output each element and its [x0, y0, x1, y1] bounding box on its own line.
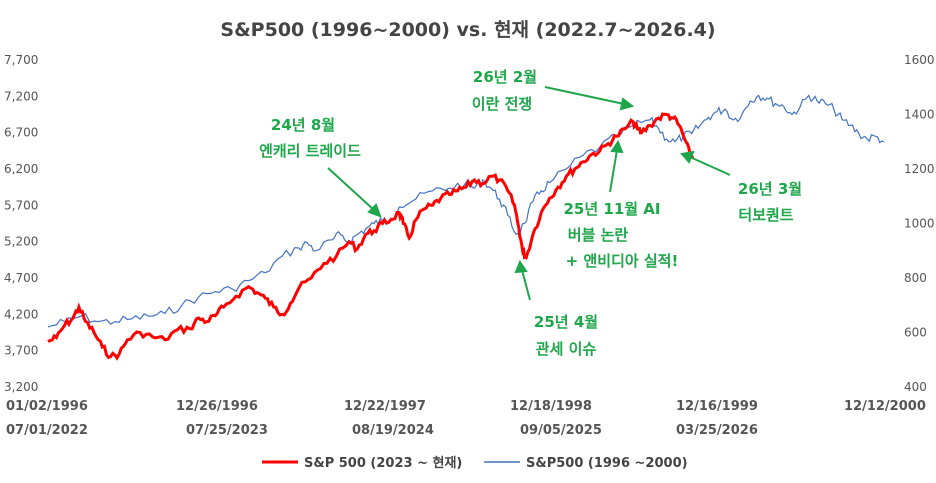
x-tick-label-top: 12/22/1997	[344, 399, 426, 414]
annotation-tariff: 25년 4월 관세 이슈	[534, 313, 598, 358]
x-tick-label-top: 01/02/1996	[6, 399, 88, 414]
right-tick-label: 1200	[904, 162, 935, 176]
left-tick-label: 4,700	[4, 271, 38, 285]
x-tick-label-bottom: 07/01/2022	[6, 423, 88, 438]
annotation-arrows	[327, 86, 731, 301]
arrow-carry-trade	[327, 167, 375, 211]
right-tick-label: 1000	[904, 217, 935, 231]
x-tick-label-bottom: 08/19/2024	[352, 423, 434, 438]
x-tick-label-top: 12/18/1998	[510, 399, 592, 414]
annotation-line: 터보퀀트	[738, 206, 793, 224]
left-tick-label: 3,700	[4, 344, 38, 358]
series-line-2023-now	[47, 112, 695, 361]
annotation-line: 26년 3월	[738, 180, 802, 198]
arrow-tariff	[521, 269, 531, 301]
legend-label-blue: S&P500 (1996 ~2000)	[526, 456, 688, 471]
left-axis: 3,200 3,700 4,200 4,700 5,200 5,700 6,200 6,700…	[4, 53, 38, 394]
annotation-line: 엔캐리 트레이드	[259, 142, 361, 160]
x-tick-label-top: 12/12/2000	[844, 399, 926, 414]
left-tick-label: 6,700	[4, 126, 38, 140]
arrow-iran-war	[544, 86, 625, 105]
arrow-ai-bubble	[609, 149, 618, 193]
annotation-line: 버블 논란	[568, 226, 629, 244]
right-tick-label: 1400	[904, 108, 935, 122]
left-tick-label: 7,200	[4, 89, 38, 103]
left-tick-label: 3,200	[4, 380, 38, 394]
annotation-iran-war: 26년 2월 이란 전쟁	[472, 68, 537, 113]
annotation-line: 이란 전쟁	[472, 95, 532, 113]
arrow-head-tariff	[514, 259, 528, 274]
annotation-line: + 앤비디아 실적!	[566, 252, 679, 270]
x-axis: 01/02/1996 12/26/1996 12/22/1997 12/18/1998…	[6, 399, 926, 438]
legend-label-red: S&P 500 (2023 ~ 현재)	[304, 455, 462, 471]
annotation-line: 26년 2월	[473, 68, 537, 86]
x-tick-label-bottom: 07/25/2023	[186, 423, 268, 438]
right-tick-label: 1600	[904, 53, 935, 67]
arrow-head-carry-trade	[367, 203, 382, 218]
arrow-head-turboquant	[680, 150, 695, 164]
x-tick-label-top: 12/16/1999	[676, 399, 758, 414]
right-tick-label: 400	[904, 380, 927, 394]
series-line-1996-2000	[47, 94, 885, 328]
arrow-head-iran-war	[619, 97, 635, 111]
chart-title: S&P500 (1996~2000) vs. 현재 (2022.7~2026.4…	[220, 19, 715, 41]
arrow-head-ai-bubble	[610, 139, 624, 154]
left-tick-label: 5,700	[4, 198, 38, 212]
annotation-line: 관세 이슈	[536, 340, 597, 358]
annotation-ai-bubble: 25년 11월 AI 버블 논란 + 앤비디아 실적!	[564, 200, 679, 270]
left-tick-label: 5,200	[4, 235, 38, 249]
right-tick-label: 600	[904, 326, 927, 340]
right-axis: 400 600 800 1000 1200 1400 1600	[904, 53, 935, 394]
annotation-carry-trade: 24년 8월 엔캐리 트레이드	[259, 116, 361, 160]
annotation-turboquant: 26년 3월 터보퀀트	[738, 180, 802, 224]
x-tick-label-top: 12/26/1996	[176, 399, 258, 414]
series-layer	[47, 94, 885, 361]
annotation-line: 24년 8월	[271, 116, 335, 134]
right-tick-label: 800	[904, 271, 927, 285]
annotation-line: 25년 11월 AI	[564, 200, 661, 218]
x-tick-label-bottom: 03/25/2026	[676, 423, 758, 438]
left-tick-label: 4,200	[4, 307, 38, 321]
left-tick-label: 7,700	[4, 53, 38, 67]
arrow-turboquant	[689, 156, 731, 176]
legend: S&P 500 (2023 ~ 현재) S&P500 (1996 ~2000)	[262, 455, 688, 471]
x-tick-label-bottom: 09/05/2025	[520, 423, 602, 438]
annotation-line: 25년 4월	[534, 313, 598, 331]
left-tick-label: 6,200	[4, 162, 38, 176]
